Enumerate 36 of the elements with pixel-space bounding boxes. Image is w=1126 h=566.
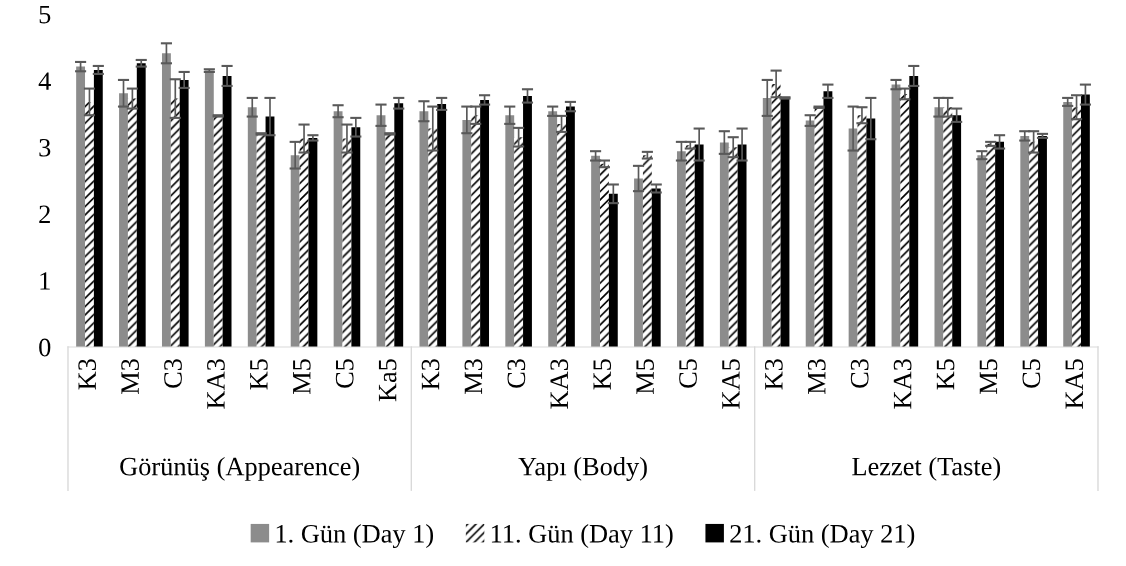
x-tick-label: C5	[1022, 359, 1041, 388]
x-tick-label: K5	[936, 359, 955, 390]
x-tick-label: Ka5	[378, 359, 397, 402]
x-tick-label: M5	[293, 359, 311, 395]
y-tick-label: 4	[38, 72, 51, 90]
x-tick-label: KA5	[722, 359, 740, 409]
text: Görünüş (Appearence)	[120, 456, 360, 481]
x-tick-label: C5	[335, 359, 354, 388]
x-tick-label: C5	[679, 359, 697, 388]
x-tick-label: C3	[850, 359, 869, 388]
x-tick-label: K3	[765, 359, 783, 390]
x-tick-label: M3	[807, 359, 826, 395]
x-tick-label: M3	[121, 359, 139, 395]
y-tick-label: 5	[39, 5, 51, 24]
text: Yapı (Body)	[518, 456, 647, 481]
legend-label: 1. Gün (Day 1)	[276, 524, 434, 549]
x-tick-label: M3	[464, 359, 483, 395]
x-tick-label: M5	[979, 359, 998, 395]
y-tick-label: 3	[39, 138, 51, 157]
x-tick-label: KA5	[1065, 359, 1084, 409]
y-tick-label: 0	[39, 338, 51, 357]
x-tick-label: KA3	[893, 359, 912, 409]
x-tick-label: K5	[593, 359, 612, 390]
x-tick-label: K3	[78, 359, 97, 390]
x-tick-label: C3	[164, 359, 182, 388]
y-tick-label: 2	[39, 205, 50, 223]
y-tick-label: 1	[40, 272, 50, 290]
legend-label: 11. Gün (Day 11)	[491, 524, 673, 549]
x-tick-label: M5	[636, 359, 654, 395]
x-tick-label: K5	[250, 359, 268, 390]
x-tick-label: K3	[421, 359, 440, 390]
legend-label: 21. Gün (Day 21)	[730, 524, 915, 549]
x-tick-label: C3	[507, 359, 526, 388]
text: Lezzet (Taste)	[852, 456, 1001, 481]
x-tick-label: KA3	[550, 359, 569, 409]
x-tick-label: KA3	[207, 359, 225, 409]
